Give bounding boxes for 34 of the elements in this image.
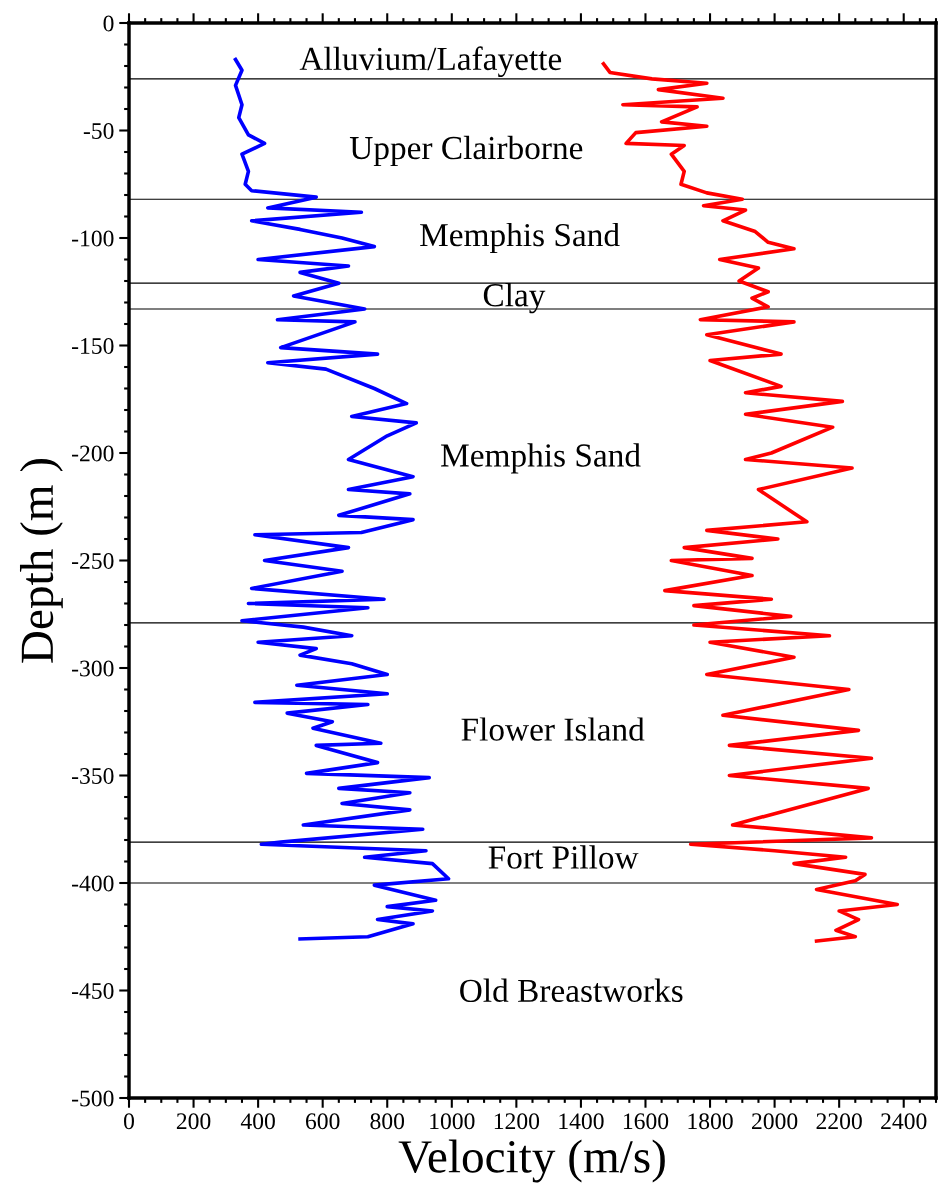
x-tick-label: 1600 [623, 1113, 669, 1130]
y-tick-label: -400 [72, 875, 114, 892]
x-tick-label: 1400 [559, 1113, 604, 1130]
x-tick-label: 200 [176, 1113, 211, 1130]
x-axis-title: Velocity (m/s) [398, 1139, 665, 1183]
y-tick-label: -150 [72, 337, 114, 354]
x-tick-label: 0 [124, 1113, 134, 1130]
y-tick-label: -200 [72, 445, 114, 462]
annotation: Old Breastworks [460, 978, 683, 1003]
annotation: Memphis Sand [420, 222, 620, 254]
x-tick-label: 2000 [752, 1113, 798, 1130]
y-tick-label: -250 [72, 552, 114, 569]
x-tick-label: 600 [305, 1113, 340, 1130]
x-tick-label: 1000 [430, 1113, 475, 1130]
y-tick-label: -100 [72, 230, 114, 247]
annotation: Clay [483, 283, 546, 314]
x-tick-label: 1200 [494, 1113, 540, 1130]
y-tick-label: -500 [72, 1090, 114, 1107]
annotation: Upper Clairborne [349, 135, 583, 167]
y-tick-label: -50 [83, 122, 114, 139]
x-tick-label: 400 [240, 1113, 275, 1130]
y-tick-label: 0 [103, 15, 114, 32]
y-axis-title: Depth (m ) [19, 458, 63, 663]
annotation: Memphis Sand [441, 443, 641, 474]
x-tick-label: 2400 [881, 1113, 927, 1130]
x-tick-label: 2200 [816, 1113, 862, 1130]
y-tick-label: -450 [72, 982, 114, 999]
x-tick-label: 800 [370, 1113, 405, 1130]
annotation: Flower Island [461, 717, 645, 741]
y-tick-label: -300 [72, 660, 114, 677]
x-tick-label: 1800 [688, 1113, 733, 1130]
annotation: Alluvium/Lafayette [299, 46, 562, 78]
y-tick-label: -350 [72, 767, 114, 784]
annotation: Fort Pillow [488, 845, 639, 869]
